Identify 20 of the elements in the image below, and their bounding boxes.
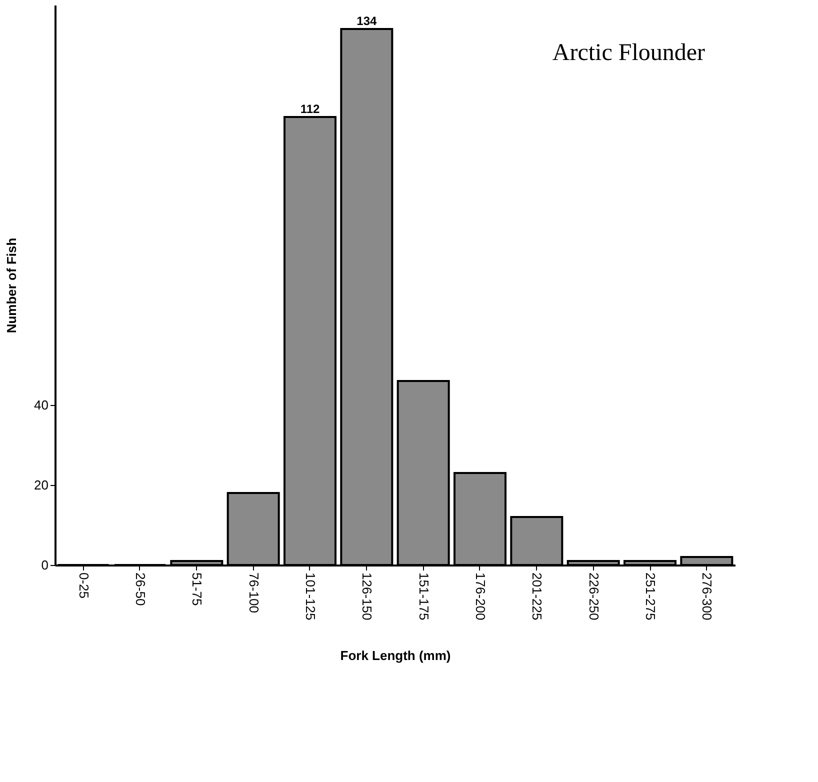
text: Arctic Flounder	[552, 40, 706, 66]
y-axis-title: Number of Fish	[4, 238, 20, 334]
data-label: 112	[300, 102, 320, 116]
y-tick-label: 0	[41, 558, 48, 572]
x-tick-label: 0-25	[76, 572, 92, 599]
data-label: 134	[356, 14, 377, 28]
x-tick-label: 51-75	[190, 572, 205, 606]
x-tick-label: 276-300	[700, 572, 715, 620]
x-axis-title: Fork Length (mm)	[340, 648, 451, 664]
x-tick-label: 151-175	[416, 572, 432, 620]
y-tick-label: 20	[34, 478, 48, 492]
x-tick-label: 76-100	[246, 572, 262, 613]
x-tick-label: 126-150	[360, 572, 375, 620]
y-tick-label: 40	[34, 398, 48, 412]
x-tick-label: 176-200	[473, 572, 488, 620]
x-tick-label: 201-225	[530, 572, 545, 620]
x-tick-label: 226-250	[586, 572, 602, 620]
x-tick-label: 251-275	[643, 572, 658, 620]
x-tick-label: 101-125	[303, 572, 318, 620]
x-tick-label: 26-50	[133, 572, 148, 606]
